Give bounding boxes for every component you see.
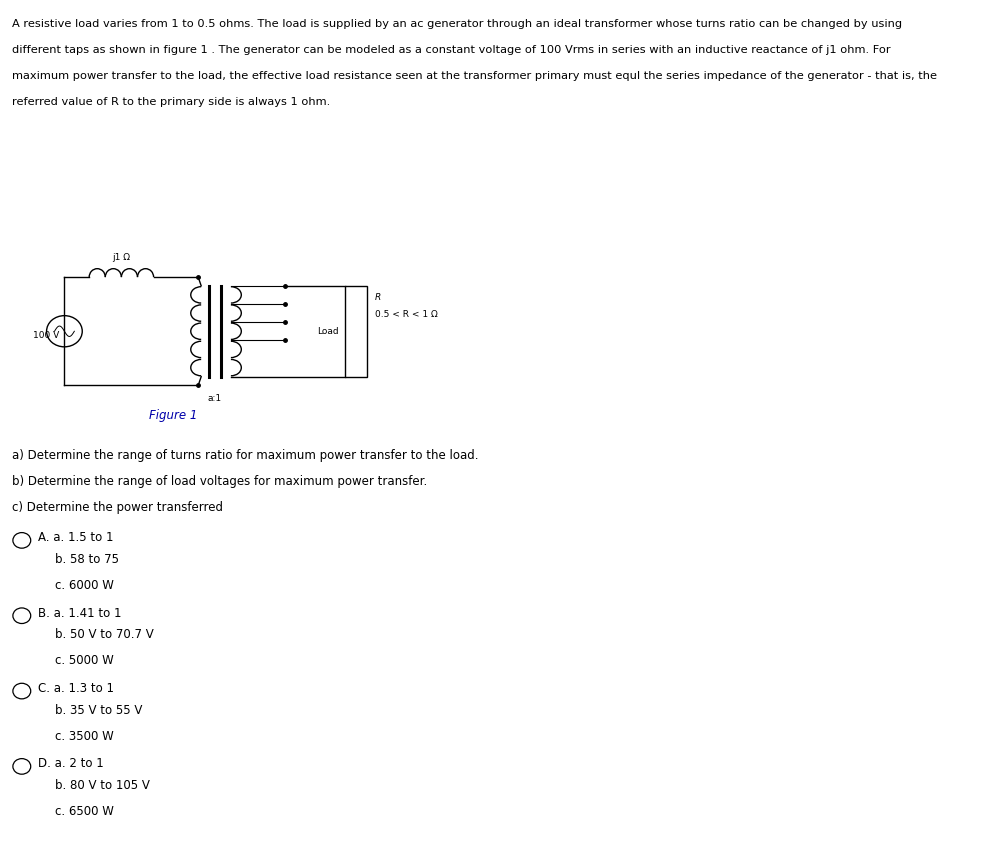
Text: D. a. 2 to 1: D. a. 2 to 1 (38, 757, 103, 771)
Text: A resistive load varies from 1 to 0.5 ohms. The load is supplied by an ac genera: A resistive load varies from 1 to 0.5 oh… (12, 19, 902, 29)
Text: Figure 1: Figure 1 (150, 409, 197, 422)
Text: maximum power transfer to the load, the effective load resistance seen at the tr: maximum power transfer to the load, the … (12, 71, 936, 81)
Text: different taps as shown in figure 1 . The generator can be modeled as a constant: different taps as shown in figure 1 . Th… (12, 45, 891, 55)
Text: b. 80 V to 105 V: b. 80 V to 105 V (55, 779, 150, 792)
Text: b) Determine the range of load voltages for maximum power transfer.: b) Determine the range of load voltages … (12, 475, 427, 488)
Text: referred value of R to the primary side is always 1 ohm.: referred value of R to the primary side … (12, 97, 330, 107)
Text: a:1: a:1 (208, 394, 222, 403)
Text: c. 6500 W: c. 6500 W (55, 805, 113, 818)
Text: 100 V: 100 V (34, 331, 59, 340)
Bar (345, 286, 367, 377)
Text: C. a. 1.3 to 1: C. a. 1.3 to 1 (38, 682, 114, 695)
Text: b. 50 V to 70.7 V: b. 50 V to 70.7 V (55, 628, 154, 642)
Text: b. 35 V to 55 V: b. 35 V to 55 V (55, 703, 142, 717)
Text: Load: Load (317, 326, 339, 336)
Text: j1 Ω: j1 Ω (112, 253, 131, 262)
Text: b. 58 to 75: b. 58 to 75 (55, 553, 119, 566)
Text: c. 3500 W: c. 3500 W (55, 729, 113, 743)
Text: 0.5 < R < 1 Ω: 0.5 < R < 1 Ω (375, 310, 437, 319)
Text: c. 5000 W: c. 5000 W (55, 654, 113, 668)
Text: A. a. 1.5 to 1: A. a. 1.5 to 1 (38, 531, 113, 545)
Text: a) Determine the range of turns ratio for maximum power transfer to the load.: a) Determine the range of turns ratio fo… (12, 449, 479, 462)
Text: R: R (375, 293, 381, 301)
Text: B. a. 1.41 to 1: B. a. 1.41 to 1 (38, 606, 121, 620)
Text: c) Determine the power transferred: c) Determine the power transferred (12, 501, 223, 514)
Text: c. 6000 W: c. 6000 W (55, 578, 113, 592)
